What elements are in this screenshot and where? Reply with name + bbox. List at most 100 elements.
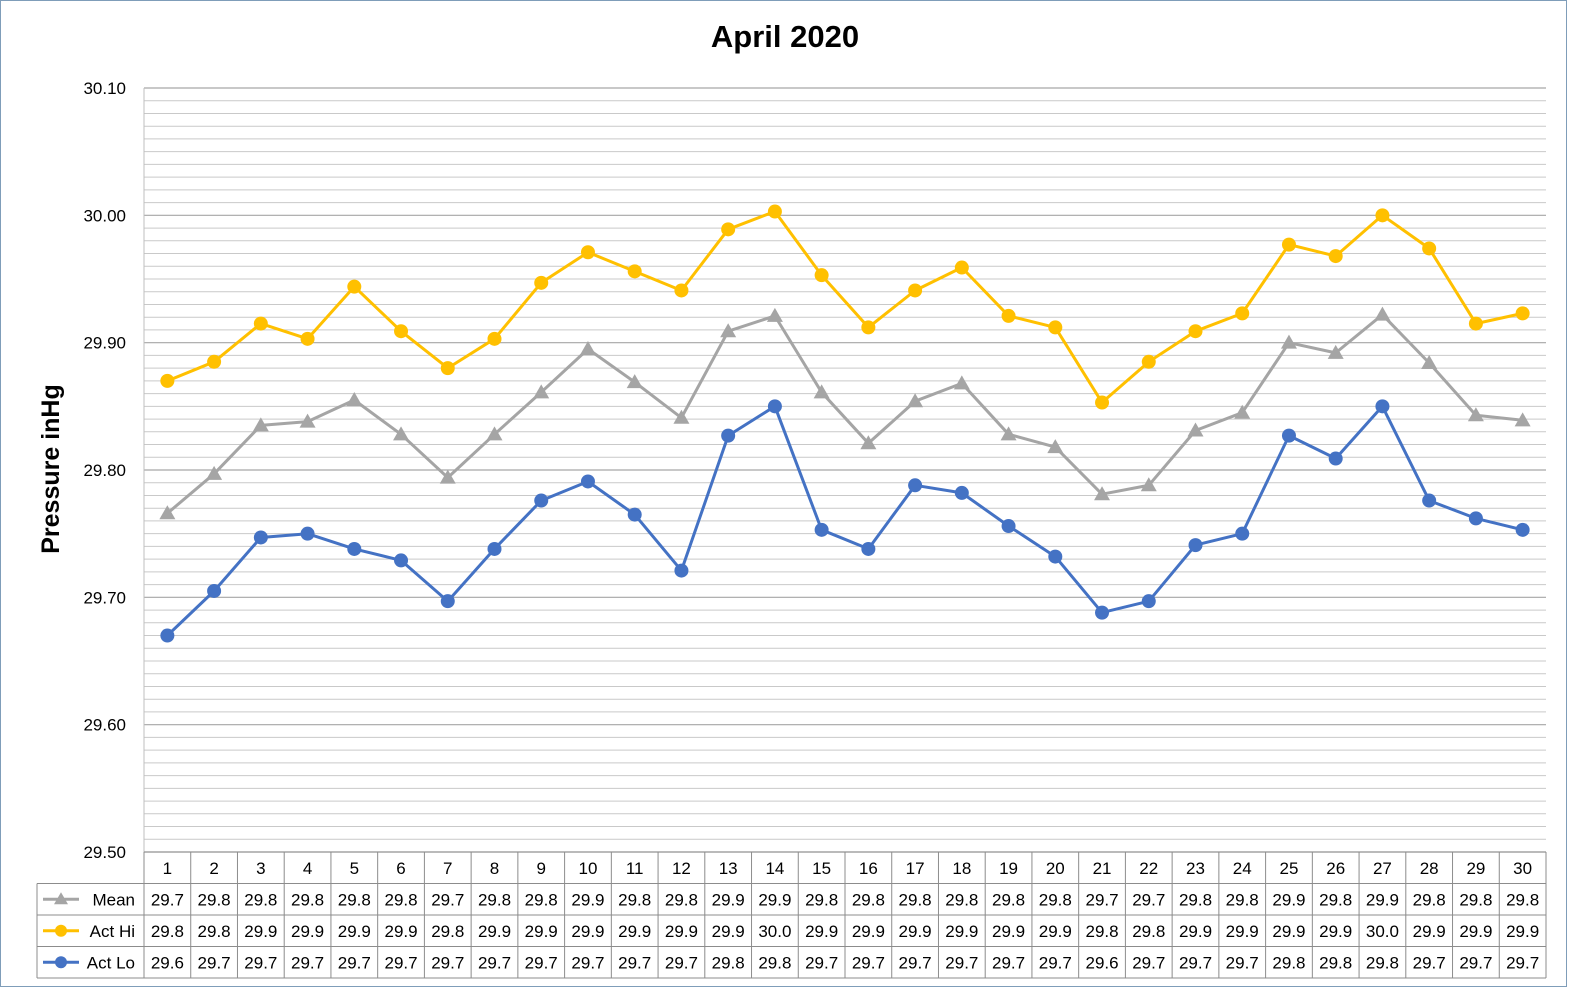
table-value: 29.9 <box>478 922 511 941</box>
data-point-circle <box>160 628 175 643</box>
x-tick-label: 17 <box>906 859 925 878</box>
x-tick-label: 9 <box>536 859 545 878</box>
data-point-circle <box>580 245 595 260</box>
data-point-circle <box>487 541 502 556</box>
data-point-circle <box>1422 241 1437 256</box>
table-value: 29.9 <box>1226 922 1259 941</box>
table-value: 29.8 <box>1039 890 1072 909</box>
table-value: 29.8 <box>758 953 791 972</box>
data-point-circle <box>347 541 362 556</box>
data-point-triangle <box>673 409 690 424</box>
table-value: 29.8 <box>712 953 745 972</box>
data-point-circle <box>908 283 923 298</box>
data-point-circle <box>908 478 923 493</box>
table-value: 29.9 <box>1039 922 1072 941</box>
data-point-circle <box>1281 428 1296 443</box>
x-tick-label: 10 <box>579 859 598 878</box>
data-point-circle <box>1515 306 1530 321</box>
data-point-triangle <box>1094 486 1111 501</box>
table-value: 29.9 <box>758 890 791 909</box>
table-value: 29.9 <box>899 922 932 941</box>
table-value: 29.8 <box>805 890 838 909</box>
series-markers <box>159 204 1531 643</box>
table-value: 29.9 <box>1319 922 1352 941</box>
y-tick-label: 29.80 <box>83 461 126 480</box>
data-table: 1 2 3 4 5 6 7 8 9 10 11 12 13 14 15 16 17 18 19 20 21 22 23 24 2… <box>36 851 1547 979</box>
table-value: 29.8 <box>1413 890 1446 909</box>
table-value: 29.8 <box>198 922 231 941</box>
data-point-circle <box>954 485 969 500</box>
data-point-triangle <box>1514 412 1531 427</box>
legend-key-triangle-marker <box>54 892 68 905</box>
x-tick-label: 30 <box>1513 859 1532 878</box>
x-tick-label: 29 <box>1466 859 1485 878</box>
table-value: 29.9 <box>1506 922 1539 941</box>
table-value: 29.8 <box>338 890 371 909</box>
y-tick-label: 30.00 <box>83 206 126 225</box>
table-value: 29.7 <box>1132 890 1165 909</box>
x-tick-label: 28 <box>1420 859 1439 878</box>
data-point-circle <box>767 399 782 414</box>
table-value: 29.9 <box>1272 890 1305 909</box>
table-value: 29.8 <box>384 890 417 909</box>
data-point-triangle <box>439 469 456 484</box>
data-point-circle <box>1235 306 1250 321</box>
table-value: 29.8 <box>1506 890 1539 909</box>
table-value: 29.8 <box>198 890 231 909</box>
table-value: 29.7 <box>244 953 277 972</box>
data-point-circle <box>440 594 455 609</box>
table-value: 29.8 <box>431 922 464 941</box>
table-value: 29.9 <box>338 922 371 941</box>
table-value: 29.7 <box>618 953 651 972</box>
data-point-circle <box>674 283 689 298</box>
data-point-triangle <box>1327 344 1344 359</box>
table-value: 29.9 <box>945 922 978 941</box>
gridlines <box>143 87 1546 853</box>
data-point-circle <box>1001 308 1016 323</box>
y-tick-label: 30.10 <box>83 79 126 98</box>
x-tick-label: 6 <box>396 859 405 878</box>
table-value: 29.6 <box>1085 953 1118 972</box>
data-point-triangle <box>1280 334 1297 349</box>
data-point-circle <box>253 316 268 331</box>
table-value: 29.7 <box>1459 953 1492 972</box>
data-point-triangle <box>579 341 596 356</box>
data-point-circle <box>534 275 549 290</box>
data-point-triangle <box>299 413 316 428</box>
table-value: 29.8 <box>1272 953 1305 972</box>
x-tick-label: 11 <box>626 859 644 878</box>
table-value: 29.9 <box>618 922 651 941</box>
table-value: 29.9 <box>1179 922 1212 941</box>
data-point-triangle <box>720 323 737 338</box>
data-point-circle <box>253 530 268 545</box>
table-value: 29.9 <box>244 922 277 941</box>
table-value: 29.8 <box>992 890 1025 909</box>
x-tick-label: 5 <box>350 859 359 878</box>
table-value: 29.7 <box>945 953 978 972</box>
data-point-circle <box>627 264 642 279</box>
table-value: 29.7 <box>1132 953 1165 972</box>
series-line-act-lo <box>166 404 1523 637</box>
legend-label: Act Lo <box>87 953 135 972</box>
series-lines <box>166 210 1523 637</box>
data-point-triangle <box>1000 426 1017 441</box>
table-value: 29.8 <box>945 890 978 909</box>
x-tick-label: 24 <box>1233 859 1252 878</box>
table-value: 29.8 <box>1179 890 1212 909</box>
table-value: 30.0 <box>1366 922 1399 941</box>
data-point-circle <box>534 493 549 508</box>
table-value: 29.9 <box>712 922 745 941</box>
x-tick-label: 18 <box>952 859 971 878</box>
x-tick-label: 8 <box>490 859 499 878</box>
table-value: 29.8 <box>525 890 558 909</box>
x-tick-label: 15 <box>812 859 831 878</box>
y-axis-label: Pressure inHg <box>37 384 65 554</box>
data-point-circle <box>1422 493 1437 508</box>
table-value: 29.8 <box>151 922 184 941</box>
table-value: 29.9 <box>571 922 604 941</box>
data-point-circle <box>300 526 315 541</box>
table-value: 29.7 <box>431 953 464 972</box>
table-value: 29.7 <box>1085 890 1118 909</box>
table-value: 29.7 <box>665 953 698 972</box>
chart-title: April 2020 <box>711 19 859 54</box>
